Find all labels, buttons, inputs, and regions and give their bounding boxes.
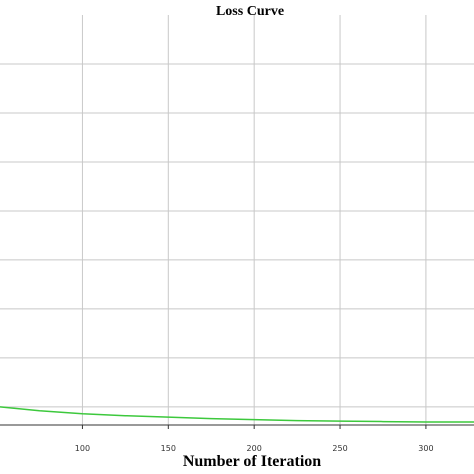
loss-line	[0, 406, 474, 423]
x-tick-label: 300	[418, 444, 433, 453]
x-tick-label: 200	[247, 444, 262, 453]
x-tick-label: 250	[332, 444, 347, 453]
x-axis-label: Number of Iteration	[183, 453, 321, 470]
x-tick-label: 100	[75, 444, 90, 453]
chart-title: Loss Curve	[216, 4, 284, 19]
x-tick-label: 150	[161, 444, 176, 453]
